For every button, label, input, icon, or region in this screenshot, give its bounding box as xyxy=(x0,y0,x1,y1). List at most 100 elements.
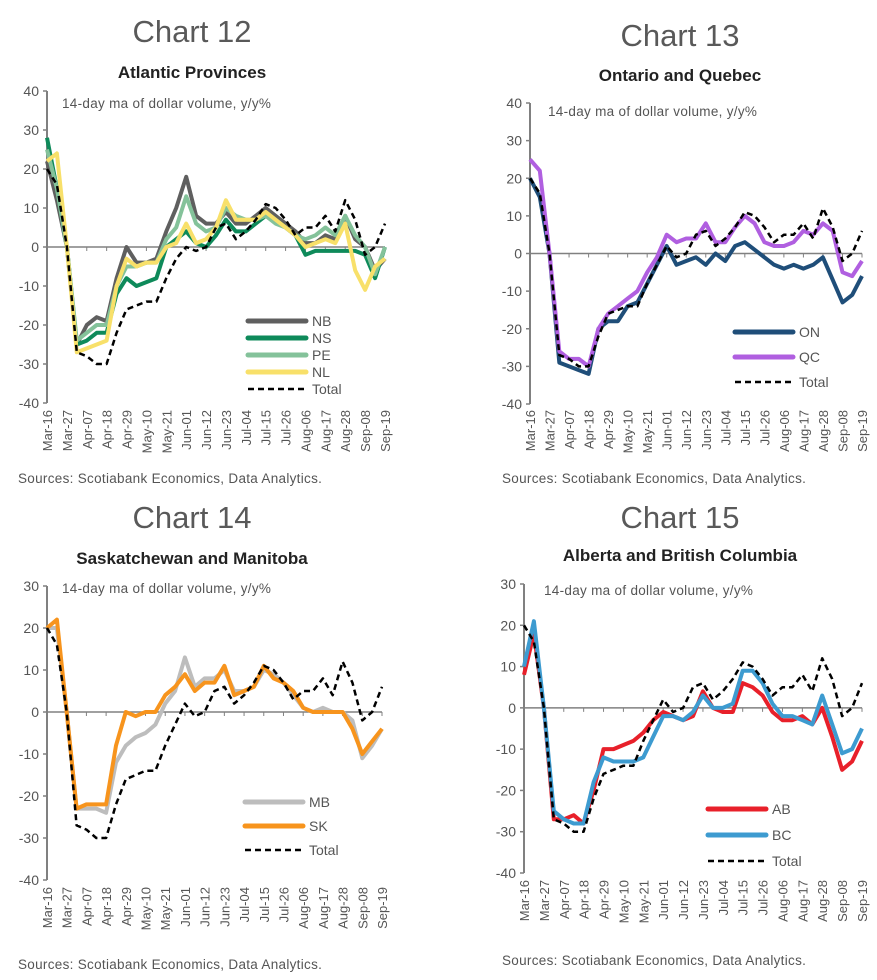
x-tick-label: May-10 xyxy=(139,887,154,930)
y-tick-label: -10 xyxy=(19,746,39,762)
series-line-ab xyxy=(522,631,864,826)
x-tick-label: Mar-27 xyxy=(60,410,75,451)
y-tick-label: -30 xyxy=(19,356,39,372)
y-tick-label: 10 xyxy=(506,208,522,224)
x-tick-label: Mar-16 xyxy=(40,410,55,451)
x-tick-label: Jul-26 xyxy=(756,880,771,915)
x-tick-label: Sep-19 xyxy=(855,410,870,452)
x-tick-label: Apr-07 xyxy=(562,410,577,449)
x-tick-label: Jul-04 xyxy=(718,410,733,445)
y-tick-label: 30 xyxy=(23,122,39,138)
x-tick-label: Apr-18 xyxy=(100,410,115,449)
x-tick-label: Jun-12 xyxy=(199,410,214,450)
y-tick-label: -10 xyxy=(502,283,522,299)
x-tick-label: Aug-28 xyxy=(338,410,353,452)
y-tick-label: -20 xyxy=(496,782,516,798)
x-tick-label: Apr-29 xyxy=(601,410,616,449)
y-tick-label: 40 xyxy=(506,95,522,111)
x-tick-label: Apr-18 xyxy=(99,887,114,926)
x-tick-label: Jun-23 xyxy=(217,887,232,927)
x-tick-label: May-10 xyxy=(621,410,636,453)
chart-panel-12: Chart 12 Atlantic Provinces 14-day ma of d… xyxy=(18,14,393,486)
x-tick-label: Jun-12 xyxy=(676,880,691,920)
legend-label-on: ON xyxy=(799,324,820,340)
x-tick-label: Jun-23 xyxy=(219,410,234,450)
chart-source: Sources: Scotiabank Economics, Data Anal… xyxy=(18,957,322,972)
legend-label-qc: QC xyxy=(799,349,820,365)
y-tick-label: 30 xyxy=(506,133,522,149)
y-tick-label: 40 xyxy=(23,83,39,99)
x-tick-label: Apr-07 xyxy=(80,410,95,449)
x-tick-label: Jul-04 xyxy=(716,880,731,915)
y-tick-label: 0 xyxy=(31,704,39,720)
x-tick-label: Mar-27 xyxy=(537,880,552,921)
x-tick-label: Mar-27 xyxy=(60,887,75,928)
x-tick-label: May-21 xyxy=(159,410,174,453)
chart-heading: Chart 14 xyxy=(133,500,252,535)
x-tick-label: Sep-19 xyxy=(375,887,390,929)
x-tick-label: Sep-08 xyxy=(835,880,850,922)
x-tick-label: May-10 xyxy=(139,410,154,453)
x-tick-label: Jul-15 xyxy=(738,410,753,445)
x-tick-label: Aug-28 xyxy=(336,887,351,929)
x-tick-label: Jul-26 xyxy=(757,410,772,445)
y-tick-label: 10 xyxy=(500,659,516,675)
series-line-total xyxy=(522,624,864,833)
x-tick-label: Mar-16 xyxy=(517,880,532,921)
x-tick-label: Mar-27 xyxy=(543,410,558,451)
series-line-total xyxy=(45,168,387,366)
chart-note: 14-day ma of dollar volume, y/y% xyxy=(544,583,753,598)
x-tick-label: Jun-01 xyxy=(179,410,194,450)
legend-label-total: Total xyxy=(772,853,802,869)
chart-source: Sources: Scotiabank Economics, Data Anal… xyxy=(502,471,806,486)
x-tick-label: Jul-26 xyxy=(276,887,291,922)
y-tick-label: -40 xyxy=(19,395,39,411)
x-tick-label: May-21 xyxy=(158,887,173,930)
x-tick-label: Sep-08 xyxy=(835,410,850,452)
legend-label-sk: SK xyxy=(309,818,328,834)
y-tick-label: 20 xyxy=(23,620,39,636)
x-tick-label: Aug-06 xyxy=(777,410,792,452)
x-tick-label: Apr-18 xyxy=(582,410,597,449)
y-tick-label: 20 xyxy=(500,617,516,633)
y-tick-label: 20 xyxy=(506,170,522,186)
chart-title: Atlantic Provinces xyxy=(118,63,266,82)
y-tick-label: 0 xyxy=(514,246,522,262)
legend-label-mb: MB xyxy=(309,794,330,810)
chart-heading: Chart 13 xyxy=(621,18,740,53)
x-tick-label: Sep-08 xyxy=(358,410,373,452)
x-tick-label: Jun-01 xyxy=(178,887,193,927)
chart-panel-14: Chart 14 Saskatchewan and Manitoba 14-day … xyxy=(18,500,390,972)
y-tick-label: 30 xyxy=(23,578,39,594)
y-tick-label: -30 xyxy=(502,358,522,374)
x-tick-label: Aug-06 xyxy=(296,887,311,929)
x-tick-label: Jun-23 xyxy=(696,880,711,920)
series-line-bc xyxy=(522,619,864,826)
y-tick-label: -30 xyxy=(19,830,39,846)
legend-label-nb: NB xyxy=(312,313,331,329)
x-tick-label: Apr-18 xyxy=(577,880,592,919)
x-tick-label: Jun-12 xyxy=(198,887,213,927)
legend-label-bc: BC xyxy=(772,827,791,843)
chart-note: 14-day ma of dollar volume, y/y% xyxy=(62,581,271,596)
x-tick-label: Jul-15 xyxy=(259,410,274,445)
x-tick-label: Aug-17 xyxy=(795,880,810,922)
series-line-mb xyxy=(47,626,384,815)
x-tick-label: Aug-17 xyxy=(796,410,811,452)
x-tick-label: Aug-06 xyxy=(298,410,313,452)
x-tick-label: Jun-12 xyxy=(679,410,694,450)
y-tick-label: -20 xyxy=(502,321,522,337)
legend-label-ab: AB xyxy=(772,801,791,817)
y-tick-label: -10 xyxy=(19,278,39,294)
legend-label-total: Total xyxy=(309,842,339,858)
x-tick-label: Aug-06 xyxy=(775,880,790,922)
series-line-sk xyxy=(45,617,384,811)
y-tick-label: -40 xyxy=(496,865,516,881)
y-tick-label: -20 xyxy=(19,788,39,804)
x-tick-label: Jun-01 xyxy=(660,410,675,450)
x-tick-label: May-21 xyxy=(636,880,651,923)
chart-source: Sources: Scotiabank Economics, Data Anal… xyxy=(502,953,806,968)
series-line-total xyxy=(528,177,864,368)
legend-label-nl: NL xyxy=(312,364,330,380)
x-tick-label: Jul-15 xyxy=(257,887,272,922)
